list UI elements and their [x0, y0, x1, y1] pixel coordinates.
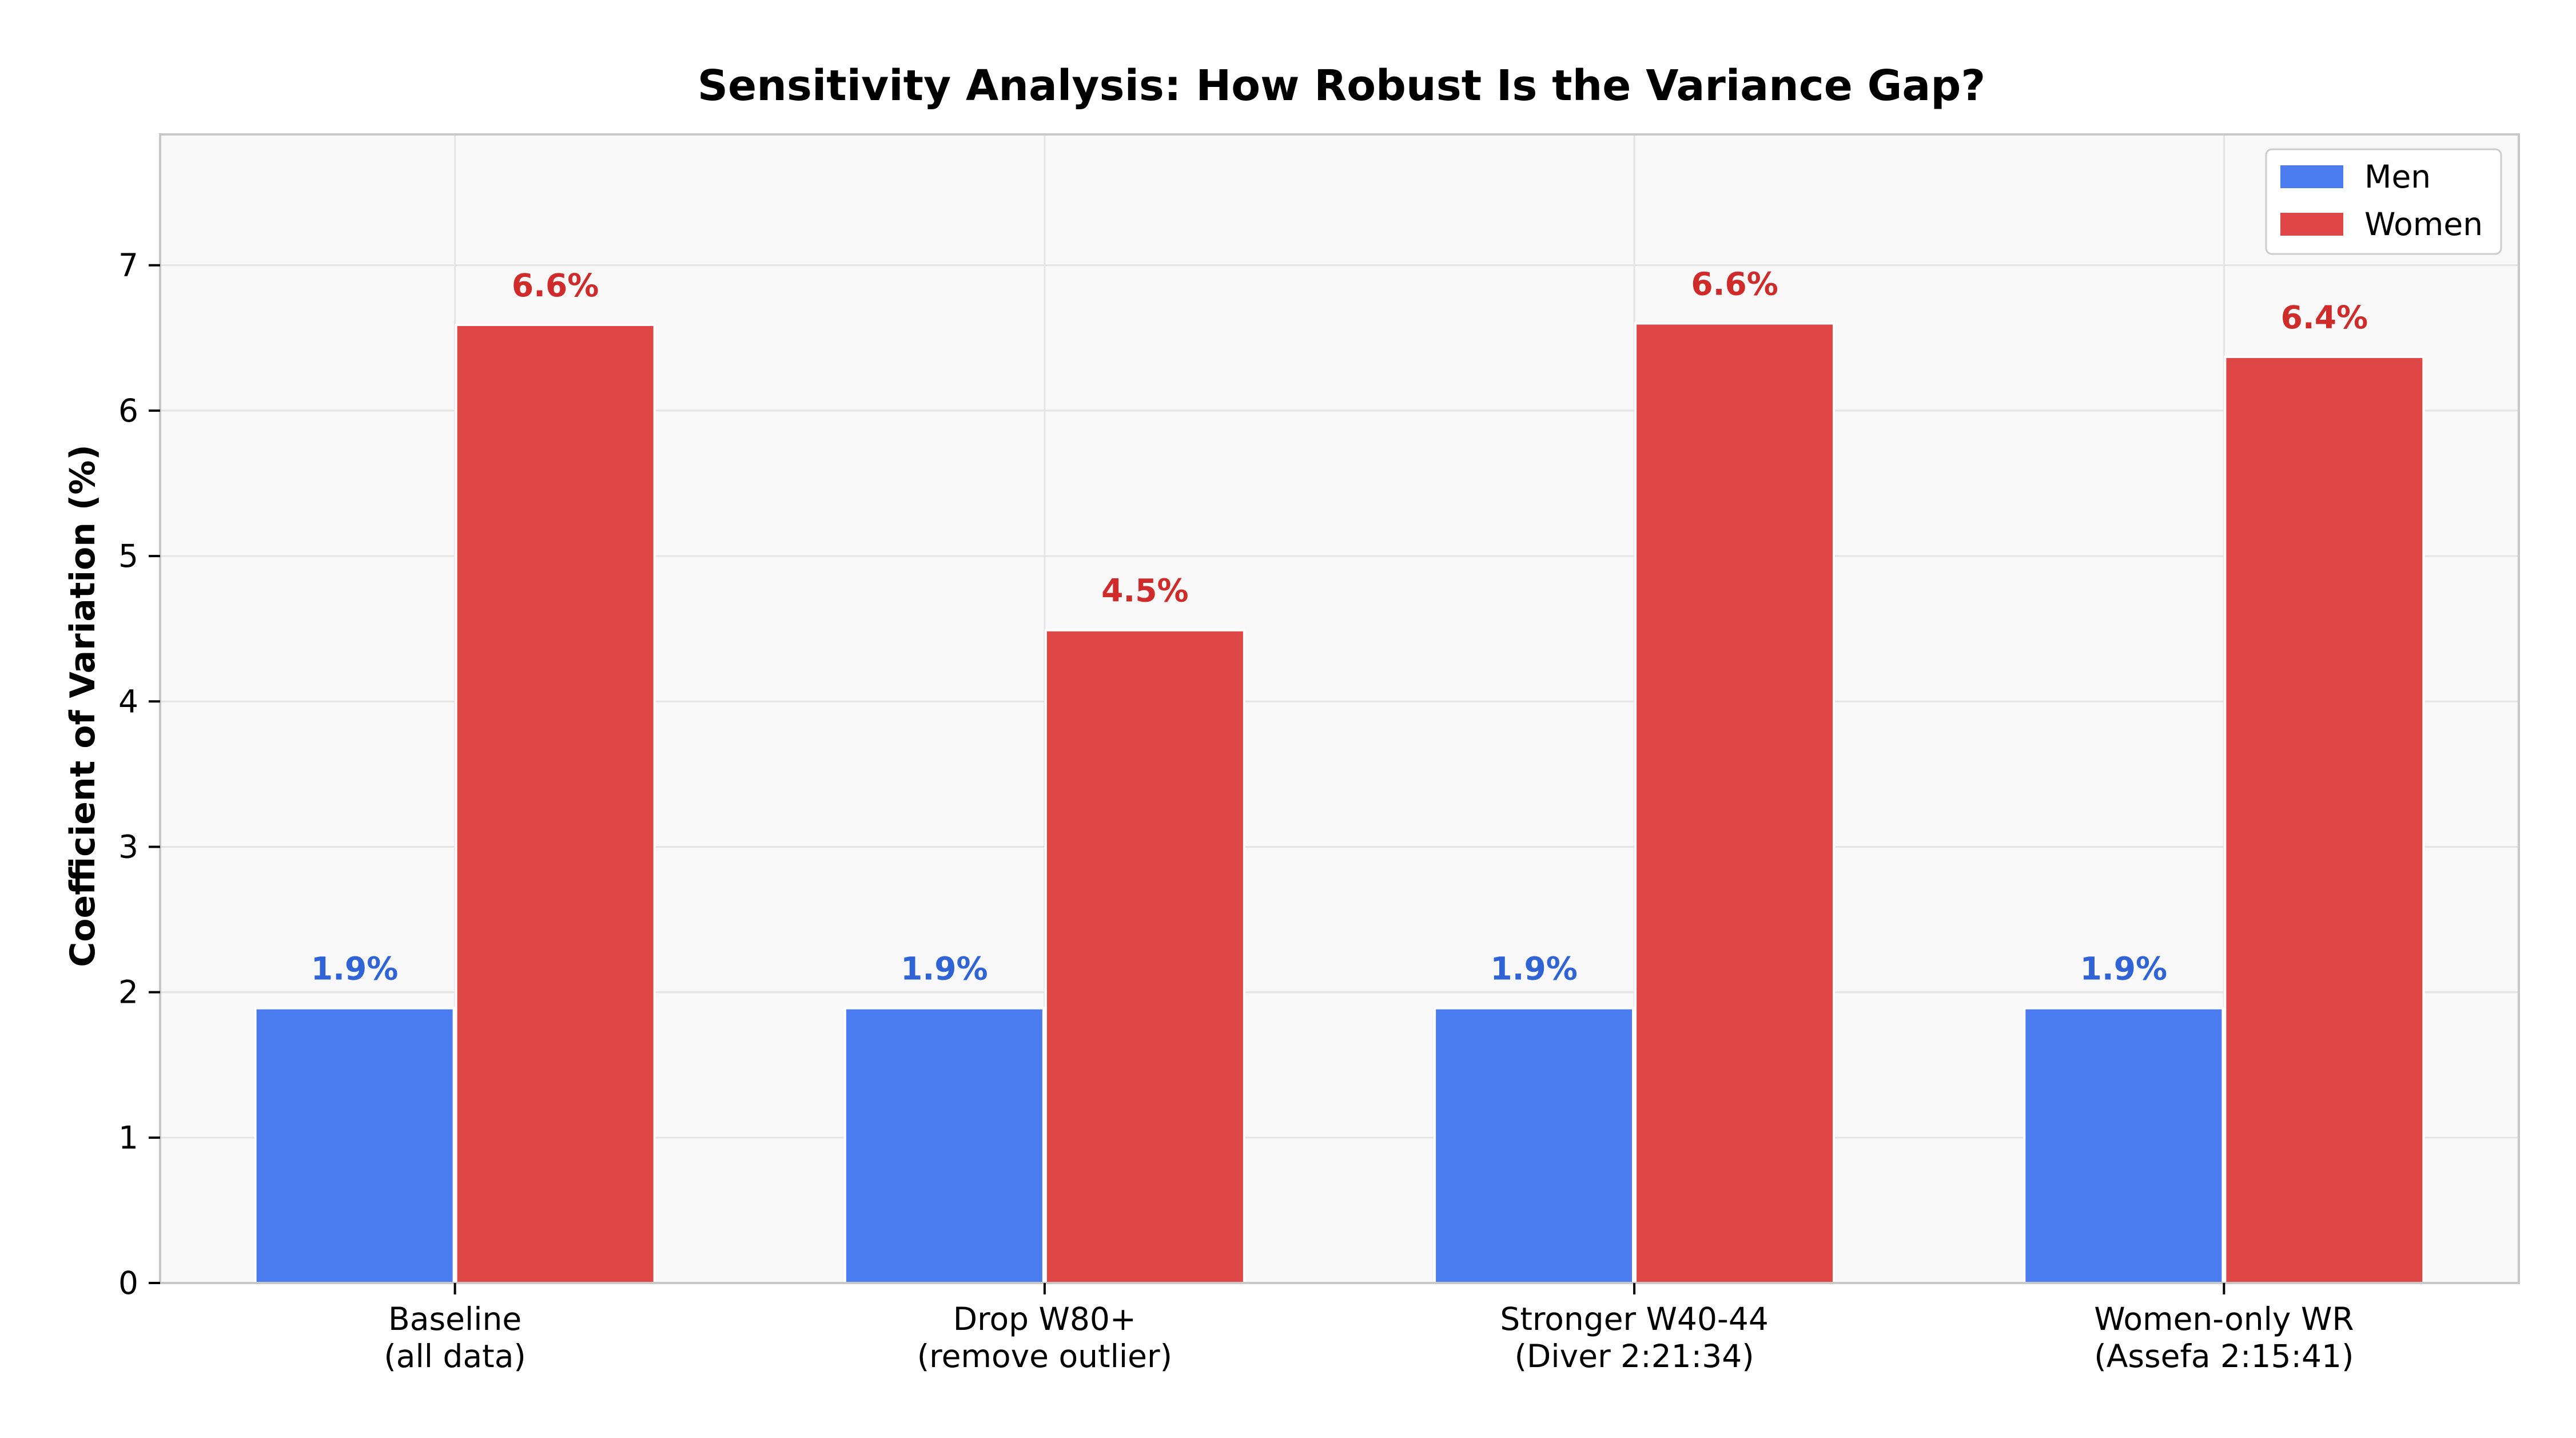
y-tick-label: 7: [118, 247, 138, 284]
x-tick-label: Women-only WR: [2094, 1301, 2354, 1337]
x-tick-label: (Assefa 2:15:41): [2094, 1338, 2354, 1375]
bars: [254, 322, 2425, 1285]
x-tick-label: (remove outlier): [917, 1338, 1172, 1375]
bar-women-4[interactable]: [2224, 355, 2425, 1284]
bar-men-3[interactable]: [1434, 1007, 1635, 1285]
bar-women-1[interactable]: [455, 323, 656, 1284]
x-tick-label: Drop W80+: [953, 1301, 1136, 1337]
y-tick-label: 1: [118, 1119, 138, 1156]
y-tick-label: 0: [118, 1265, 138, 1301]
bar-value-label: 4.5%: [1101, 573, 1189, 609]
x-axis-ticks: Baseline(all data) Drop W80+(remove outli…: [384, 1283, 2354, 1375]
bar-value-label: 6.6%: [1691, 265, 1778, 302]
bar-value-label: 1.9%: [1490, 951, 1578, 987]
bar-value-label: 1.9%: [901, 951, 988, 987]
y-tick-label: 4: [118, 683, 138, 720]
legend-label-men: Men: [2364, 158, 2431, 195]
x-tick-label: Stronger W40-44: [1500, 1301, 1768, 1337]
legend-swatch-women: [2280, 213, 2343, 236]
bar-women-3[interactable]: [1634, 322, 1836, 1284]
bar-women-2[interactable]: [1044, 629, 1245, 1284]
y-axis-ticks: 0 1 2 3 4 5 6 7: [118, 247, 160, 1301]
bar-value-label: 1.9%: [2080, 951, 2168, 987]
bar-men-1[interactable]: [254, 1007, 455, 1285]
bar-men-2[interactable]: [843, 1007, 1045, 1285]
x-tick-label: (all data): [384, 1338, 526, 1375]
bar-labels: 1.9% 1.9% 1.9% 1.9% 6.6% 4.5% 6.6% 6.4%: [311, 265, 2368, 987]
bar-value-label: 1.9%: [311, 951, 399, 987]
x-tick-label: Baseline: [388, 1301, 521, 1337]
chart-title: Sensitivity Analysis: How Robust Is the …: [698, 61, 1986, 110]
plot-frame: [159, 133, 2520, 1284]
bar-men-4[interactable]: [2023, 1007, 2224, 1285]
legend[interactable]: Men Women: [2265, 148, 2502, 255]
bar-value-label: 6.6%: [512, 267, 599, 304]
y-axis-label: Coefficient of Variation (%): [63, 444, 103, 967]
legend-label-women: Women: [2364, 206, 2483, 243]
y-tick-label: 3: [118, 828, 138, 865]
bar-value-label: 6.4%: [2281, 299, 2368, 336]
y-tick-label: 2: [118, 974, 138, 1011]
x-tick-label: (Diver 2:21:34): [1515, 1338, 1754, 1375]
y-tick-label: 6: [118, 392, 138, 429]
y-tick-label: 5: [118, 538, 138, 574]
legend-swatch-men: [2280, 165, 2343, 188]
